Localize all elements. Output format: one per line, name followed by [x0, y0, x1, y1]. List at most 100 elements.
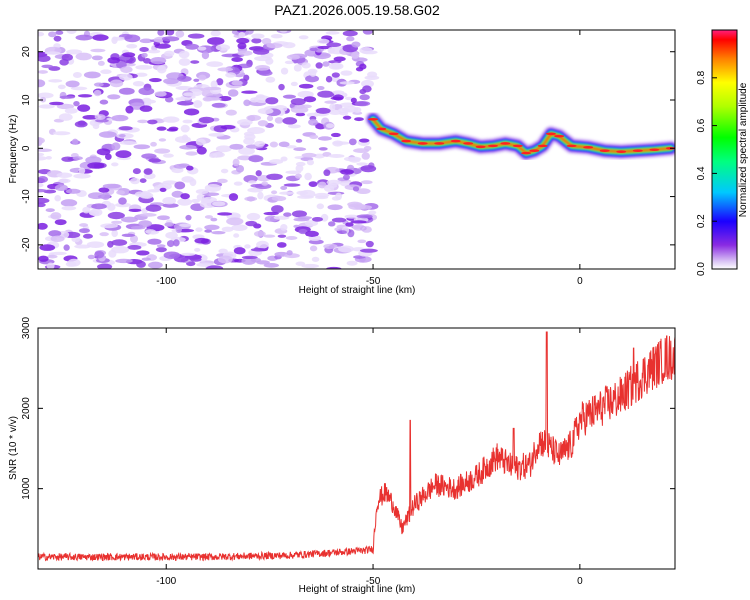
snr-y-label: SNR (10 * v/v)	[8, 416, 19, 480]
noise-blob	[124, 34, 141, 43]
noise-blob	[342, 174, 350, 181]
noise-blob	[220, 168, 229, 174]
noise-blob	[333, 56, 346, 62]
noise-blob	[157, 30, 165, 36]
noise-blob	[189, 178, 197, 187]
noise-blob	[282, 94, 296, 99]
noise-blob	[237, 50, 253, 56]
noise-blob	[94, 250, 105, 259]
spectrogram-y-tick-label: 10	[21, 94, 32, 106]
noise-blob	[179, 144, 197, 150]
noise-blob	[156, 126, 167, 131]
noise-blob	[178, 58, 191, 66]
noise-blob	[328, 154, 345, 158]
noise-blob	[233, 233, 240, 238]
noise-blob	[148, 158, 161, 163]
noise-blob	[293, 64, 302, 72]
noise-blob	[327, 47, 335, 54]
ridge-peak	[376, 127, 387, 131]
noise-blob	[318, 147, 328, 151]
noise-blob	[359, 94, 370, 101]
spectrogram-y-tick-label: -10	[21, 189, 32, 204]
noise-blob	[282, 42, 296, 49]
noise-blob	[74, 244, 91, 249]
noise-blob	[93, 89, 102, 97]
noise-blob	[210, 217, 218, 222]
noise-blob	[257, 108, 274, 115]
noise-blob	[70, 86, 88, 91]
noise-blob	[337, 230, 347, 235]
noise-blob	[180, 193, 190, 200]
noise-blob	[135, 72, 148, 77]
noise-blob	[271, 195, 287, 202]
noise-blob	[179, 223, 192, 228]
noise-blob	[78, 228, 90, 234]
spectrogram-noise-region	[38, 30, 380, 269]
noise-blob	[56, 103, 75, 110]
noise-blob	[305, 230, 319, 237]
noise-blob	[94, 114, 106, 120]
snr-panel: -100 -50 0 1000 2000 3000 Height of straight…	[8, 316, 676, 595]
snr-x-tick-label: -50	[366, 576, 381, 587]
noise-blob	[345, 222, 354, 227]
noise-blob	[38, 79, 46, 88]
noise-blob	[352, 186, 360, 192]
noise-blob	[198, 116, 215, 124]
noise-blob	[99, 232, 109, 237]
noise-blob	[296, 190, 309, 196]
spectrogram-y-tick-label: 20	[21, 46, 32, 58]
noise-blob	[195, 138, 206, 146]
noise-blob	[105, 153, 112, 160]
noise-blob	[308, 118, 318, 126]
noise-blob	[87, 192, 105, 200]
noise-blob	[154, 43, 171, 49]
noise-blob	[126, 43, 138, 49]
snr-x-ticks: -100 -50 0	[156, 328, 583, 587]
noise-blob	[143, 58, 152, 64]
noise-blob	[280, 156, 288, 162]
snr-y-tick-label: 2000	[21, 397, 32, 420]
noise-blob	[297, 90, 314, 98]
noise-blob	[204, 224, 220, 230]
noise-blob	[96, 148, 111, 156]
noise-blob	[311, 256, 320, 262]
noise-blob	[317, 181, 327, 189]
noise-blob	[77, 94, 93, 98]
noise-blob	[368, 210, 377, 215]
noise-blob	[50, 212, 62, 220]
noise-blob	[118, 126, 133, 131]
colorbar-gradient	[711, 29, 738, 270]
noise-blob	[38, 92, 54, 99]
noise-blob	[177, 198, 192, 206]
noise-blob	[279, 191, 295, 195]
noise-blob	[158, 138, 167, 142]
noise-blob	[101, 192, 111, 200]
noise-blob	[276, 242, 287, 248]
noise-blob	[99, 99, 109, 105]
noise-blob	[46, 262, 55, 269]
noise-blob	[135, 64, 153, 70]
noise-blob	[91, 55, 103, 61]
ridge-peak	[583, 146, 594, 149]
noise-blob	[48, 79, 63, 83]
noise-blob	[217, 178, 228, 184]
noise-blob	[295, 261, 306, 266]
noise-blob	[221, 226, 234, 232]
noise-blob	[350, 97, 357, 103]
noise-blob	[330, 132, 341, 138]
noise-blob	[207, 37, 225, 46]
noise-blob	[77, 104, 91, 112]
noise-blob	[111, 114, 129, 122]
noise-blob	[139, 213, 157, 217]
noise-blob	[226, 217, 244, 226]
noise-blob	[71, 138, 79, 145]
noise-blob	[111, 220, 123, 224]
noise-blob	[361, 152, 370, 160]
noise-blob	[204, 215, 213, 219]
noise-blob	[331, 72, 340, 78]
noise-blob	[236, 37, 250, 44]
noise-blob	[85, 156, 102, 165]
noise-blob	[92, 34, 109, 41]
noise-blob	[309, 70, 317, 77]
noise-blob	[308, 181, 318, 187]
